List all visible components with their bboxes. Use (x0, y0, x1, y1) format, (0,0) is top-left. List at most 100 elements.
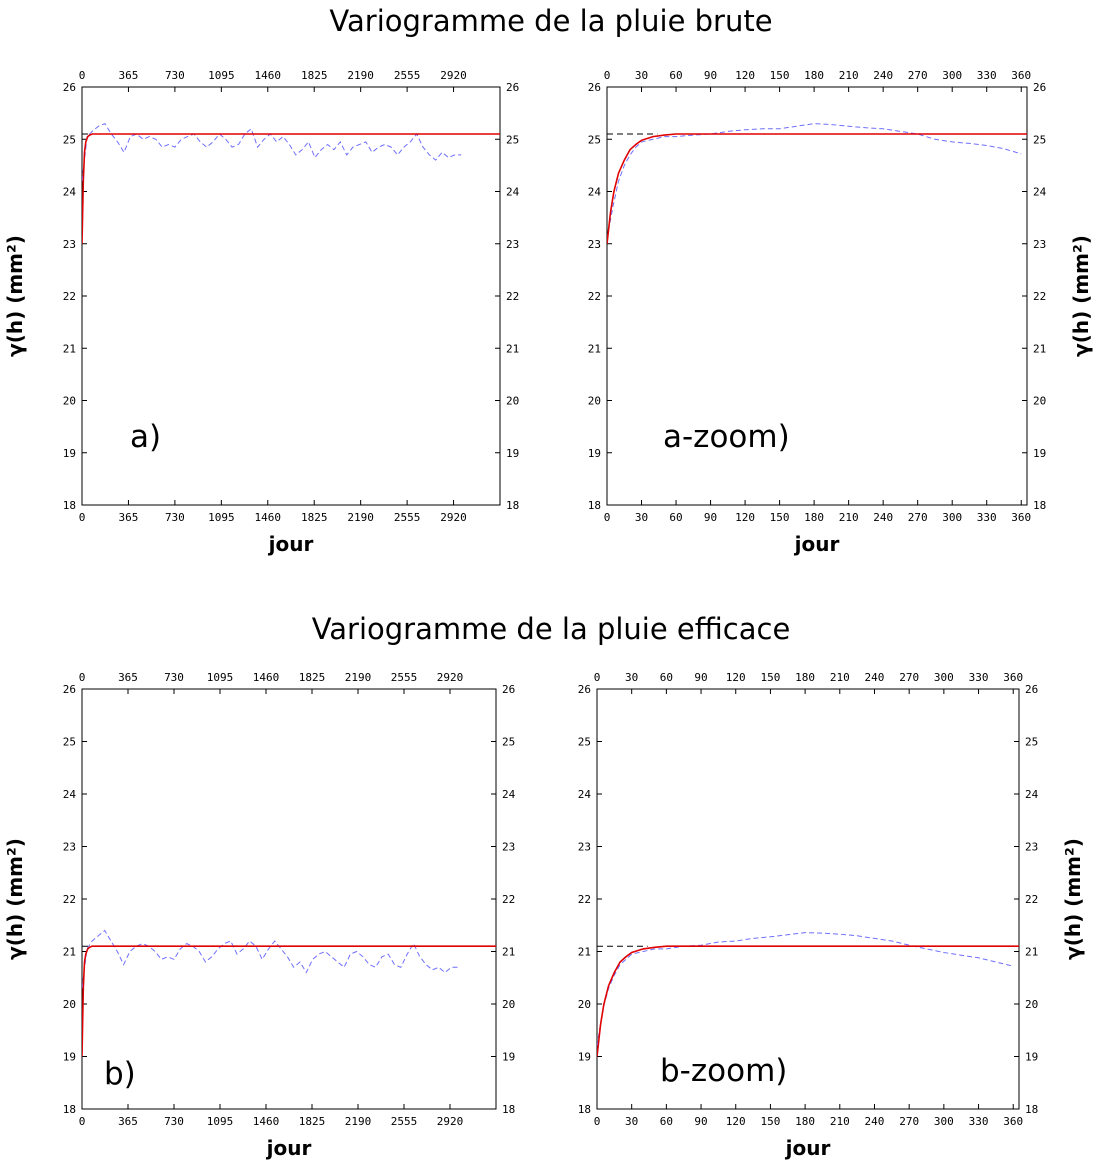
x-tick-label-top: 2920 (440, 69, 467, 82)
y-tick-label-right: 26 (502, 683, 515, 696)
plot-area (597, 932, 1019, 1057)
y-tick-label-left: 26 (578, 683, 591, 696)
y-tick-label-right: 20 (1025, 998, 1038, 1011)
x-tick-label-top: 2920 (437, 671, 464, 684)
x-tick-label-bottom: 120 (726, 1115, 746, 1128)
y-tick-label-left: 18 (588, 499, 601, 512)
y-tick-label-left: 22 (63, 893, 76, 906)
x-tick-label-bottom: 120 (735, 511, 755, 524)
x-tick-label-top: 270 (908, 69, 928, 82)
y-tick-label-right: 22 (506, 290, 519, 303)
y-tick-label-right: 24 (1033, 186, 1047, 199)
y-tick-label-left: 18 (63, 499, 76, 512)
x-tick-label-top: 180 (804, 69, 824, 82)
plot-frame (596, 688, 1020, 1110)
y-tick-label-right: 25 (1033, 133, 1046, 146)
x-axis-label: jour (785, 1136, 831, 1160)
y-tick-label-left: 20 (588, 395, 601, 408)
x-tick-label-bottom: 30 (625, 1115, 638, 1128)
x-axis-label: jour (266, 1136, 312, 1160)
x-tick-label-bottom: 2920 (437, 1115, 464, 1128)
y-tick-label-right: 20 (506, 395, 519, 408)
x-tick-label-bottom: 60 (660, 1115, 673, 1128)
y-tick-label-right: 19 (502, 1051, 515, 1064)
series-empirical-variogram (82, 929, 458, 989)
x-tick-label-top: 2555 (391, 671, 418, 684)
y-axis-label: γ(h) (mm²) (1061, 838, 1085, 960)
y-tick-label-left: 25 (578, 736, 591, 749)
y-tick-label-right: 18 (1033, 499, 1046, 512)
y-tick-label-left: 21 (63, 342, 76, 355)
plot-area (82, 929, 496, 1057)
x-tick-label-top: 2555 (394, 69, 421, 82)
x-tick-label-bottom: 0 (594, 1115, 601, 1128)
y-tick-label-right: 19 (1033, 447, 1046, 460)
y-tick-label-right: 19 (506, 447, 519, 460)
y-tick-label-right: 25 (502, 736, 515, 749)
x-tick-label-top: 30 (625, 671, 638, 684)
y-tick-label-left: 21 (588, 342, 601, 355)
y-tick-label-left: 20 (63, 395, 76, 408)
x-tick-label-bottom: 270 (908, 511, 928, 524)
panel-label: a) (130, 419, 161, 455)
x-tick-label-bottom: 330 (977, 511, 997, 524)
series-model-variogram (82, 945, 496, 1057)
y-tick-label-right: 21 (1025, 946, 1038, 959)
y-tick-label-left: 22 (578, 893, 591, 906)
y-tick-label-right: 26 (1033, 81, 1046, 94)
y-tick-label-left: 26 (63, 81, 76, 94)
x-tick-label-bottom: 300 (934, 1115, 954, 1128)
y-tick-label-left: 22 (63, 290, 76, 303)
y-tick-label-left: 25 (63, 133, 76, 146)
y-tick-label-left: 24 (588, 186, 602, 199)
x-tick-label-bottom: 0 (79, 1115, 86, 1128)
y-tick-label-left: 19 (63, 447, 76, 460)
x-axis-label: jour (268, 532, 314, 556)
x-tick-label-top: 90 (694, 671, 707, 684)
plot-area (607, 123, 1027, 244)
x-tick-label-top: 60 (669, 69, 682, 82)
x-tick-label-bottom: 1460 (253, 1115, 280, 1128)
x-tick-label-bottom: 360 (1003, 1115, 1023, 1128)
x-tick-label-bottom: 150 (770, 511, 790, 524)
x-tick-label-top: 330 (977, 69, 997, 82)
y-tick-label-left: 22 (588, 290, 601, 303)
x-tick-label-bottom: 240 (865, 1115, 885, 1128)
x-tick-label-bottom: 60 (669, 511, 682, 524)
y-tick-label-right: 26 (506, 81, 519, 94)
x-tick-label-bottom: 90 (704, 511, 717, 524)
x-tick-label-top: 0 (604, 69, 611, 82)
x-tick-label-bottom: 240 (873, 511, 893, 524)
x-tick-label-bottom: 180 (795, 1115, 815, 1128)
y-tick-label-right: 18 (1025, 1103, 1038, 1116)
series-empirical-variogram (607, 123, 1022, 239)
panel-label: a-zoom) (663, 419, 790, 455)
y-tick-label-right: 22 (1033, 290, 1046, 303)
y-tick-label-right: 23 (506, 238, 519, 251)
y-tick-label-left: 20 (578, 998, 591, 1011)
y-tick-label-left: 24 (63, 788, 77, 801)
x-tick-label-top: 60 (660, 671, 673, 684)
x-tick-label-top: 240 (873, 69, 893, 82)
x-tick-label-bottom: 2555 (394, 511, 421, 524)
x-tick-label-bottom: 1460 (255, 511, 282, 524)
y-tick-label-left: 23 (588, 238, 601, 251)
y-tick-label-right: 21 (506, 342, 519, 355)
y-tick-label-left: 23 (63, 238, 76, 251)
x-tick-label-top: 1095 (207, 671, 234, 684)
x-tick-label-top: 2190 (345, 671, 372, 684)
x-tick-label-bottom: 1095 (208, 511, 235, 524)
x-tick-label-bottom: 330 (969, 1115, 989, 1128)
x-tick-label-bottom: 2190 (347, 511, 374, 524)
x-tick-label-bottom: 150 (760, 1115, 780, 1128)
x-tick-label-bottom: 90 (694, 1115, 707, 1128)
x-tick-label-top: 1825 (299, 671, 326, 684)
y-tick-label-right: 23 (1025, 841, 1038, 854)
x-tick-label-bottom: 365 (118, 1115, 138, 1128)
y-tick-label-right: 22 (502, 893, 515, 906)
y-tick-label-left: 19 (578, 1051, 591, 1064)
y-tick-label-left: 21 (578, 946, 591, 959)
y-tick-label-left: 26 (588, 81, 601, 94)
y-tick-label-left: 23 (63, 841, 76, 854)
